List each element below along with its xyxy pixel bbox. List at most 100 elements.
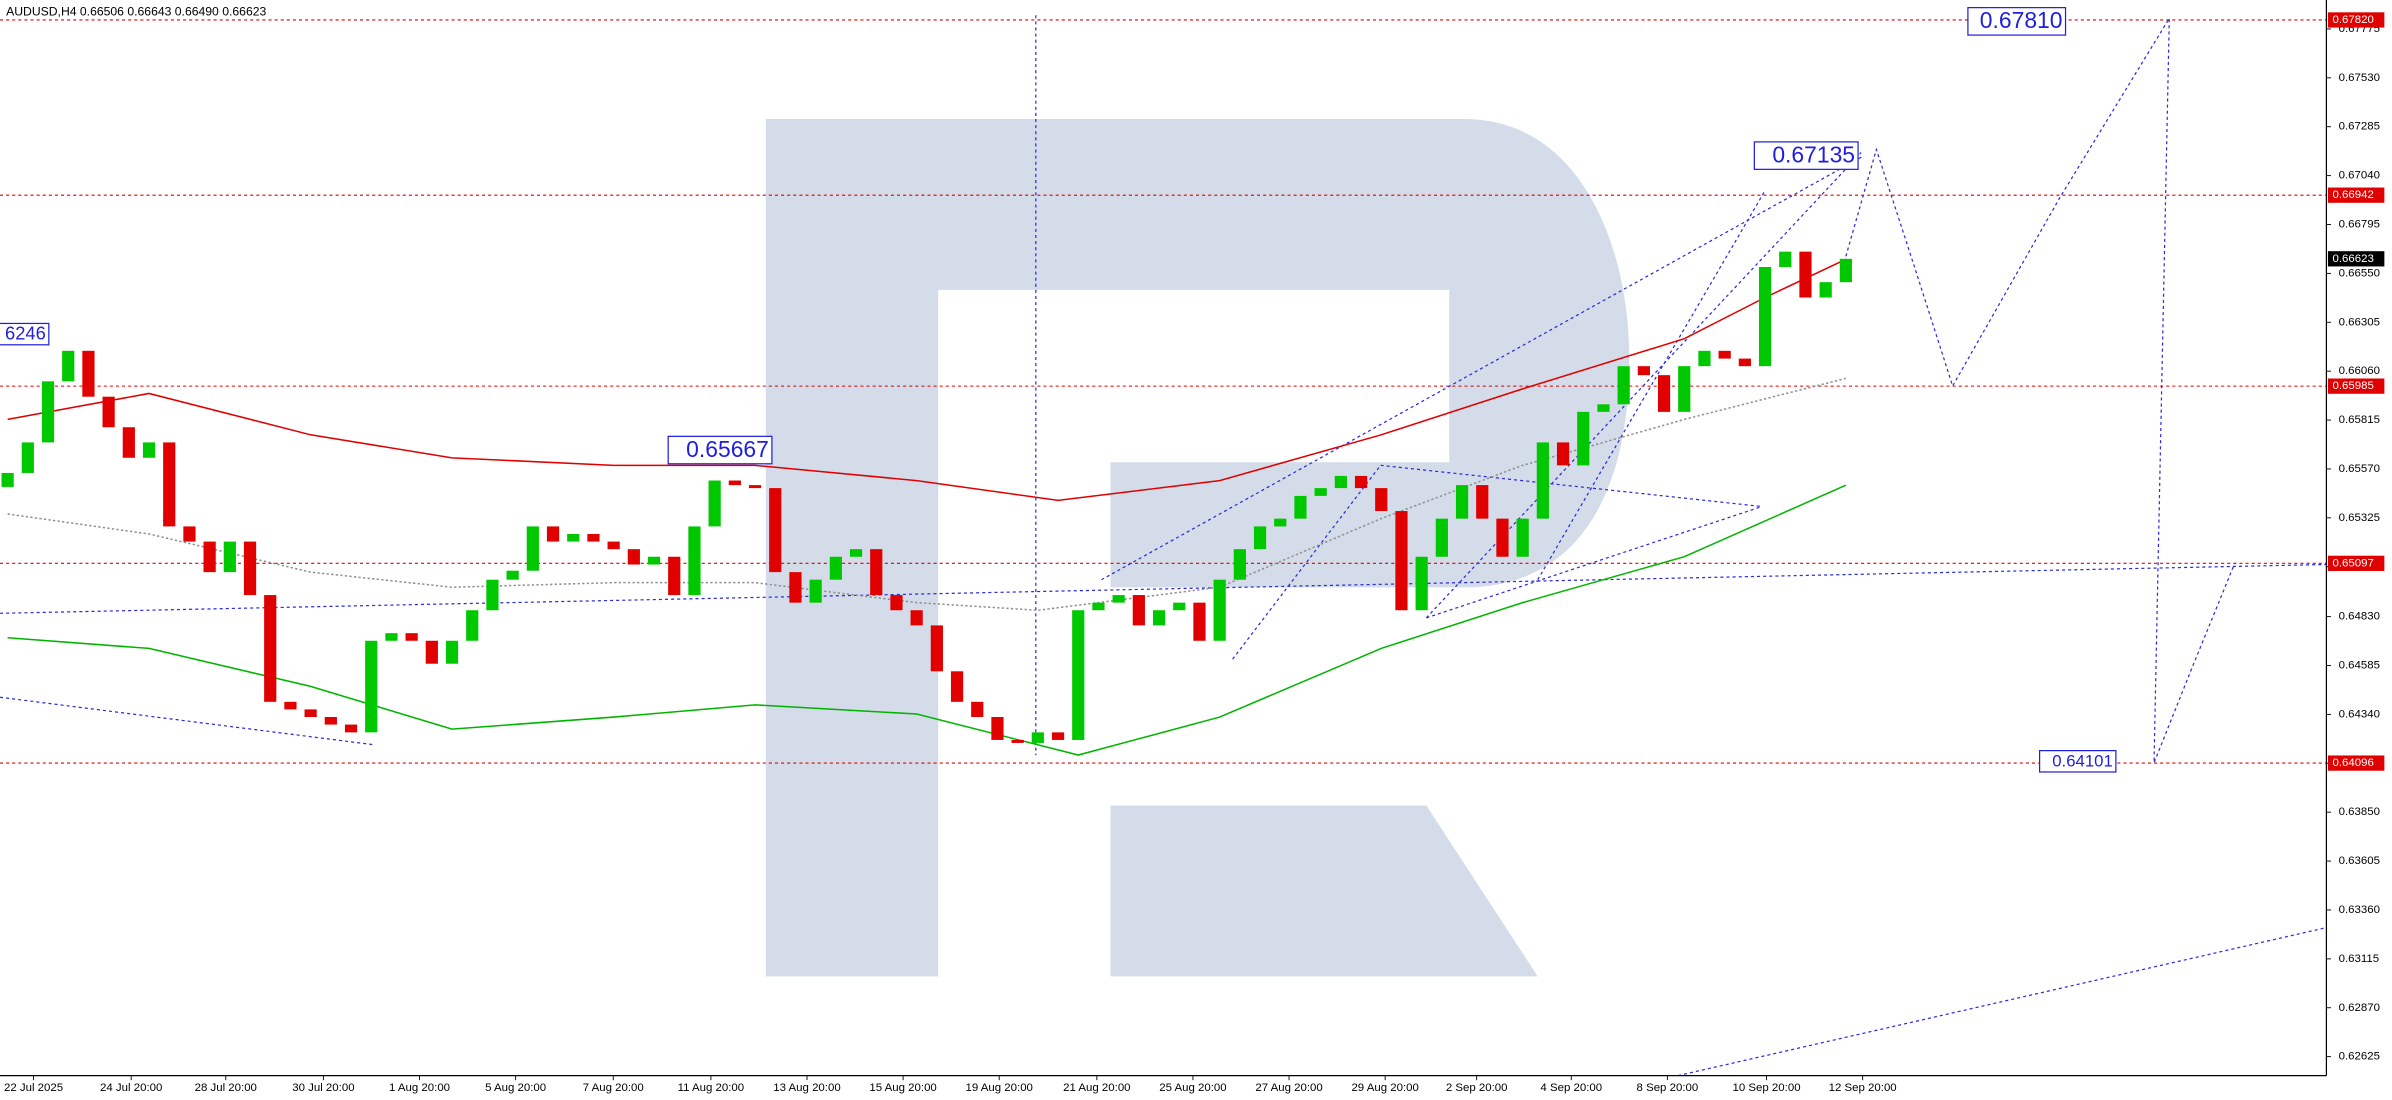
x-tick-label: 24 Jul 20:00 xyxy=(100,1082,162,1094)
candle-body xyxy=(1738,358,1751,367)
x-tick-label: 12 Sep 20:00 xyxy=(1829,1082,1897,1094)
annotation-box xyxy=(2038,750,2117,773)
candle-body xyxy=(122,427,135,458)
candle-body xyxy=(183,526,196,542)
candle-body xyxy=(1395,511,1408,611)
candle-body xyxy=(62,350,75,382)
x-tick-label: 22 Jul 2025 xyxy=(4,1082,63,1094)
x-tick-label: 27 Aug 20:00 xyxy=(1255,1082,1322,1094)
level-label: 0.64096 xyxy=(2333,757,2374,769)
candle-body xyxy=(1051,732,1065,740)
candle-body xyxy=(82,350,95,397)
candle-body xyxy=(1233,549,1246,580)
candle-body xyxy=(930,625,943,672)
level-label-bg xyxy=(2327,12,2385,28)
candle-body xyxy=(304,709,317,717)
candle-body xyxy=(1597,404,1610,412)
y-tick-label: 0.67040 xyxy=(2339,170,2380,182)
candle-body xyxy=(1476,485,1489,519)
candle-body xyxy=(1334,475,1347,489)
candle-body xyxy=(1294,495,1307,519)
y-tick-label: 0.66550 xyxy=(2339,267,2380,279)
y-tick-label: 0.64340 xyxy=(2339,708,2380,720)
x-tick-label: 19 Aug 20:00 xyxy=(965,1082,1032,1094)
y-tick-label: 0.62625 xyxy=(2339,1051,2380,1063)
candle-body xyxy=(102,396,115,428)
watermark xyxy=(765,119,1630,977)
candle-body xyxy=(1415,556,1428,611)
annotation-box xyxy=(0,322,50,346)
candle-body xyxy=(809,579,822,603)
candle-body xyxy=(829,556,842,580)
candle-body xyxy=(1173,602,1186,611)
trend-line xyxy=(0,696,373,746)
price-axis-bg xyxy=(2326,0,2392,1100)
candle-body xyxy=(567,534,580,542)
y-tick-label: 0.66795 xyxy=(2339,219,2380,231)
annotation-label: 0.64101 xyxy=(2052,752,2113,771)
y-tick-label: 0.63850 xyxy=(2339,806,2380,818)
candle-body xyxy=(1435,518,1448,557)
candle-body xyxy=(203,541,216,573)
candle-body xyxy=(163,442,176,527)
annotation-label: 0.67135 xyxy=(1772,141,1855,167)
candle-body xyxy=(991,716,1004,740)
candle-body xyxy=(1577,411,1590,466)
candle-body xyxy=(849,549,863,557)
candle-body xyxy=(1799,251,1812,298)
x-tick-label: 11 Aug 20:00 xyxy=(678,1082,745,1094)
candle-body xyxy=(870,549,883,596)
candle-body xyxy=(1678,366,1691,412)
candle-body xyxy=(1132,595,1145,626)
y-tick-label: 0.64830 xyxy=(2339,611,2380,623)
candle-body xyxy=(950,671,964,702)
candle-body xyxy=(264,595,277,702)
candle-body xyxy=(1718,350,1731,359)
candle-body xyxy=(405,633,418,641)
candle-body xyxy=(284,701,297,710)
candle-body xyxy=(324,716,337,725)
candle-body xyxy=(1496,518,1509,557)
candle-body xyxy=(1779,251,1792,268)
annotation-label: 6246 xyxy=(5,323,46,344)
x-tick-label: 2 Sep 20:00 xyxy=(1446,1082,1508,1094)
level-label-bg xyxy=(2327,378,2385,394)
candle-body xyxy=(910,610,923,626)
candle-body xyxy=(971,701,984,717)
annotation-box xyxy=(1967,7,2067,36)
y-tick-label: 0.66305 xyxy=(2339,316,2380,328)
candle-body xyxy=(1092,602,1105,611)
axes: 0.677750.675300.672850.670400.667950.665… xyxy=(4,12,2385,1094)
candle-body xyxy=(647,556,661,565)
candle-body xyxy=(223,541,236,573)
candle-body xyxy=(769,488,782,573)
triangle-line xyxy=(1380,464,1763,508)
annotation-label: 0.67810 xyxy=(1980,7,2063,33)
candle-body xyxy=(668,556,681,596)
candle-body xyxy=(1072,610,1085,740)
candle-body xyxy=(1839,258,1852,283)
candle-body xyxy=(344,724,358,733)
candle-body xyxy=(142,442,156,458)
trend-line xyxy=(1677,927,2327,1077)
annotation-label: 0.65667 xyxy=(686,436,769,462)
candle-body xyxy=(1516,518,1529,557)
candle-body xyxy=(1112,595,1125,603)
candle-body xyxy=(748,485,762,489)
wave-line xyxy=(1537,190,1766,581)
annotation-box xyxy=(667,435,773,465)
candle-body xyxy=(1536,442,1549,519)
candle-body xyxy=(41,381,55,443)
x-tick-label: 4 Sep 20:00 xyxy=(1540,1082,1602,1094)
level-label: 0.66942 xyxy=(2333,189,2374,201)
candle-body xyxy=(546,526,560,542)
y-tick-label: 0.63115 xyxy=(2339,953,2379,965)
moving-average xyxy=(7,258,1847,502)
level-label-bg xyxy=(2327,187,2385,203)
candle-body xyxy=(365,640,378,733)
candle-body xyxy=(1758,267,1772,367)
candle-body xyxy=(1375,488,1388,512)
x-tick-label: 5 Aug 20:00 xyxy=(485,1082,546,1094)
